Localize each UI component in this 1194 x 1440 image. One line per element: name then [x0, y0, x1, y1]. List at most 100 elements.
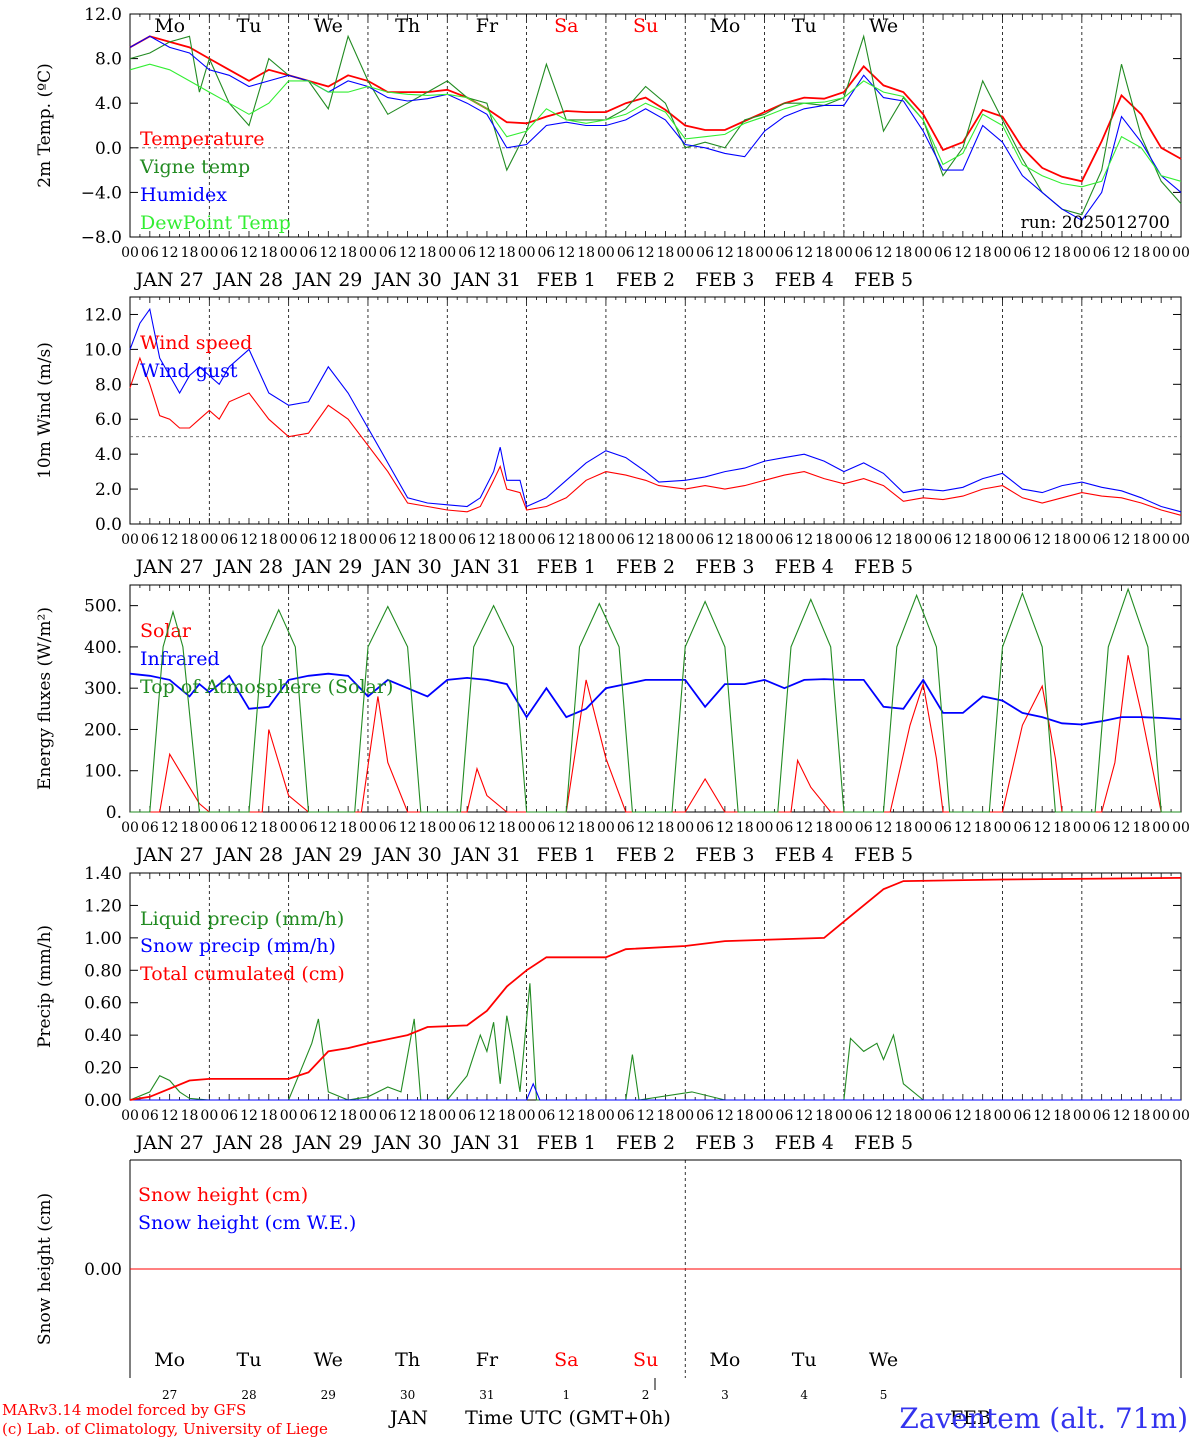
- hour-tick-label: 18: [894, 1108, 912, 1124]
- hour-tick-label: 00: [914, 1108, 932, 1124]
- date-label: JAN 29: [292, 1132, 362, 1154]
- hour-tick-label: 06: [220, 532, 238, 548]
- legend-label: Snow height (cm): [138, 1184, 308, 1206]
- hour-tick-label: 12: [795, 245, 813, 261]
- date-label: JAN 30: [372, 269, 442, 291]
- hour-tick-label: 00: [1152, 820, 1170, 836]
- hour-tick-label: 12: [875, 532, 893, 548]
- hour-tick-label: 00: [280, 245, 298, 261]
- date-label: JAN 29: [292, 269, 362, 291]
- hour-tick-label: 18: [1132, 245, 1150, 261]
- hour-tick-label: 18: [974, 532, 992, 548]
- date-label: FEB 1: [537, 1132, 596, 1154]
- day-number-label: 5: [880, 1388, 888, 1402]
- hour-tick-label: 06: [538, 1108, 556, 1124]
- date-label: JAN 29: [292, 556, 362, 578]
- hour-tick-label: 18: [498, 532, 516, 548]
- hour-tick-label: 00: [835, 820, 853, 836]
- y-tick-label: 1.00: [84, 929, 122, 949]
- hour-tick-label: 12: [954, 1108, 972, 1124]
- date-label: JAN 27: [134, 556, 204, 578]
- date-label: FEB 1: [537, 556, 596, 578]
- hour-tick-label: 18: [1132, 820, 1150, 836]
- hour-tick-label: 06: [300, 532, 318, 548]
- hour-tick-label: 06: [696, 245, 714, 261]
- hour-tick-label: 12: [1033, 820, 1051, 836]
- y-tick-label: 0.: [106, 803, 122, 823]
- y-tick-label: 0.00: [84, 1091, 122, 1111]
- hour-tick-label: 06: [934, 245, 952, 261]
- hour-tick-label: 18: [577, 245, 595, 261]
- weekday-label: We: [314, 15, 343, 37]
- legend-label: Infrared: [140, 648, 220, 670]
- legend-label: Snow height (cm W.E.): [138, 1212, 356, 1234]
- date-label: FEB 3: [695, 1132, 754, 1154]
- hour-tick-label: 12: [1033, 245, 1051, 261]
- series-line-blue: [129, 307, 1182, 513]
- hour-tick-label: 12: [319, 532, 337, 548]
- hour-tick-label: 06: [934, 1108, 952, 1124]
- hour-tick-label: 18: [736, 820, 754, 836]
- hour-tick-label: 18: [419, 820, 437, 836]
- hour-tick-label: 00: [835, 532, 853, 548]
- hour-tick-label: 06: [1013, 532, 1031, 548]
- weekday-label: Su: [633, 15, 658, 37]
- hour-tick-label: 06: [696, 532, 714, 548]
- date-label: JAN 30: [372, 1132, 442, 1154]
- hour-tick-label: 12: [716, 245, 734, 261]
- y-tick-label: 12.0: [84, 5, 122, 25]
- date-label: JAN 31: [451, 556, 521, 578]
- hour-tick-label: 18: [339, 1108, 357, 1124]
- hour-tick-label: 06: [141, 532, 159, 548]
- hour-tick-label: 18: [181, 1108, 199, 1124]
- y-tick-label: 4.0: [95, 445, 122, 465]
- hour-tick-label: 06: [300, 820, 318, 836]
- weekday-label: Tu: [792, 1349, 817, 1371]
- hour-tick-label: 12: [399, 245, 417, 261]
- month-label-feb: FEB: [950, 1407, 991, 1429]
- hour-tick-label: 06: [617, 820, 635, 836]
- y-tick-label: −8.0: [81, 228, 122, 248]
- date-label: FEB 4: [775, 1132, 834, 1154]
- hour-tick-label: 00: [1073, 532, 1091, 548]
- hour-tick-label: 00: [1152, 532, 1170, 548]
- hour-tick-label: 06: [1093, 1108, 1111, 1124]
- y-tick-label: 0.40: [84, 1026, 122, 1046]
- legend-label: Wind speed: [140, 332, 252, 354]
- legend-label: Top of Atmosphere (Solar): [140, 676, 393, 698]
- legend-label: DewPoint Temp: [140, 212, 291, 234]
- hour-tick-label: 18: [1053, 532, 1071, 548]
- weekday-label: We: [869, 1349, 898, 1371]
- hour-tick-label: 12: [875, 245, 893, 261]
- y-tick-label: 12.0: [84, 305, 122, 325]
- hour-tick-label: 06: [1093, 245, 1111, 261]
- hour-tick-label: 12: [399, 532, 417, 548]
- weekday-label: Mo: [709, 15, 740, 37]
- y-axis-label: Snow height (cm): [35, 1193, 55, 1345]
- hour-tick-label: 00: [359, 1108, 377, 1124]
- weekday-label: Mo: [154, 1349, 185, 1371]
- plot-frame: [129, 296, 1182, 525]
- hour-tick-label: 06: [696, 1108, 714, 1124]
- date-label: FEB 3: [695, 556, 754, 578]
- y-tick-label: 1.20: [84, 896, 122, 916]
- hour-tick-label: 12: [319, 245, 337, 261]
- series-line-red: [130, 655, 1181, 813]
- hour-tick-label: 00: [1073, 245, 1091, 261]
- hour-tick-label: 18: [419, 532, 437, 548]
- hour-tick-label: 12: [240, 245, 258, 261]
- hour-tick-label: 18: [894, 245, 912, 261]
- hour-tick-label: 06: [379, 1108, 397, 1124]
- day-number-label: 1: [562, 1388, 570, 1402]
- weekday-label: Th: [395, 1349, 420, 1371]
- weekday-label: Su: [633, 1349, 658, 1371]
- legend-label: Humidex: [140, 184, 227, 206]
- hour-tick-label: 00: [597, 532, 615, 548]
- hour-tick-label: 00: [676, 820, 694, 836]
- hour-tick-label: 12: [637, 245, 655, 261]
- panel-precip: 1.40 1.20 1.00 0.80 0.60 0.40 0.20 0.00 Precip (…: [35, 864, 1190, 1154]
- hour-tick-label: 00: [597, 820, 615, 836]
- hour-tick-label: 06: [855, 820, 873, 836]
- hour-tick-label: 00: [676, 245, 694, 261]
- hour-tick-label: 18: [815, 245, 833, 261]
